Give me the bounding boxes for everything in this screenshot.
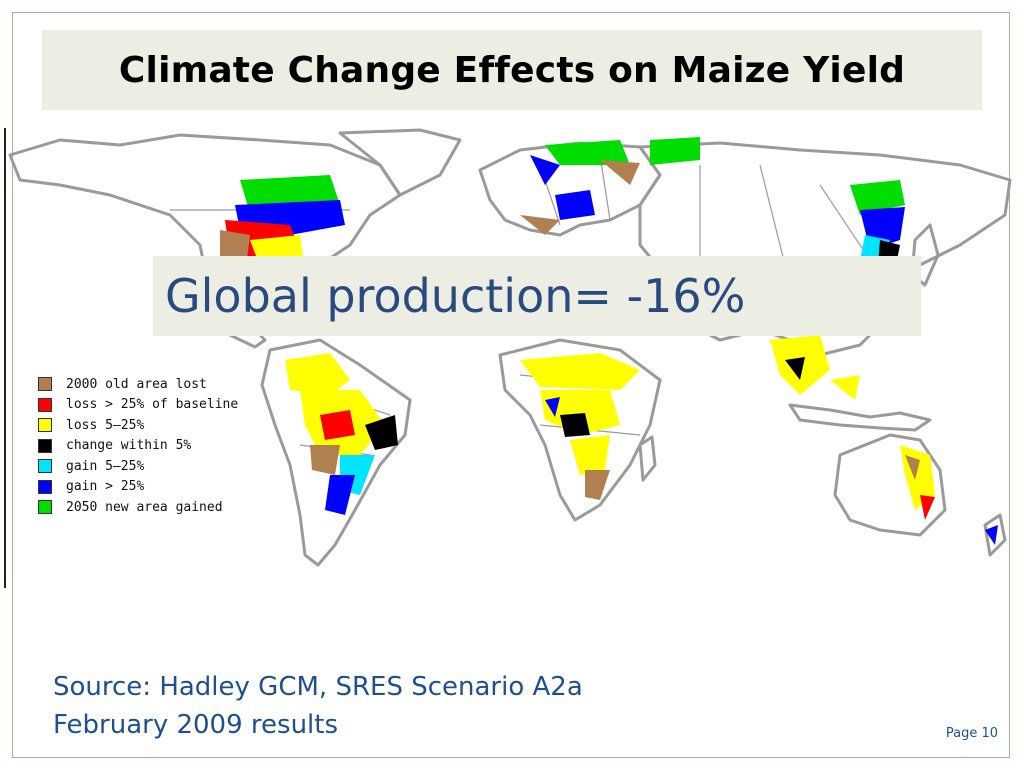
islands-indonesia	[788, 403, 932, 432]
results-date-line: February 2009 results	[53, 710, 339, 740]
legend-swatch	[38, 459, 52, 474]
legend-label: gain 5–25%	[66, 458, 145, 474]
legend-label: change within 5%	[66, 438, 192, 454]
legend-label: gain > 25%	[66, 479, 145, 495]
source-line: Source: Hadley GCM, SRES Scenario A2a	[53, 672, 583, 702]
legend-label: loss 5–25%	[66, 417, 145, 433]
continent-greenland	[338, 128, 462, 197]
legend-swatch	[38, 377, 52, 392]
legend-label: loss > 25% of baseline	[66, 397, 239, 413]
left-edge-rule	[4, 128, 6, 588]
slide-title: Climate Change Effects on Maize Yield	[118, 49, 906, 91]
impact-patches	[220, 137, 998, 545]
legend-item: 2050 new area gained	[38, 497, 238, 518]
legend-item: loss 5–25%	[38, 415, 238, 436]
legend-swatch	[38, 397, 52, 412]
world-map	[0, 125, 1024, 590]
global-production-callout: Global production= -16%	[153, 256, 921, 336]
continent-australia	[833, 433, 947, 537]
source-note: Source: Hadley GCM, SRES Scenario A2a Fe…	[53, 668, 583, 744]
continent-africa	[498, 338, 662, 522]
page-number: Page 10	[945, 726, 998, 741]
continent-south-america	[260, 338, 412, 567]
legend-item: change within 5%	[38, 436, 238, 457]
legend-label: 2050 new area gained	[66, 499, 223, 515]
title-bar: Climate Change Effects on Maize Yield	[42, 30, 982, 110]
slide-frame	[12, 12, 1010, 758]
legend-swatch	[38, 418, 52, 433]
legend-item: 2000 old area lost	[38, 374, 238, 395]
island-madagascar	[638, 435, 657, 482]
legend-swatch	[38, 438, 52, 453]
island-new-zealand	[983, 513, 1007, 557]
legend-label: 2000 old area lost	[66, 376, 207, 392]
legend-item: gain > 25%	[38, 477, 238, 498]
legend-item: loss > 25% of baseline	[38, 395, 238, 416]
legend-swatch	[38, 479, 52, 494]
map-legend: 2000 old area lost loss > 25% of baselin…	[36, 372, 241, 520]
global-production-text: Global production= -16%	[165, 269, 746, 323]
legend-item: gain 5–25%	[38, 456, 238, 477]
legend-swatch	[38, 500, 52, 515]
world-map-svg	[8, 128, 1012, 567]
